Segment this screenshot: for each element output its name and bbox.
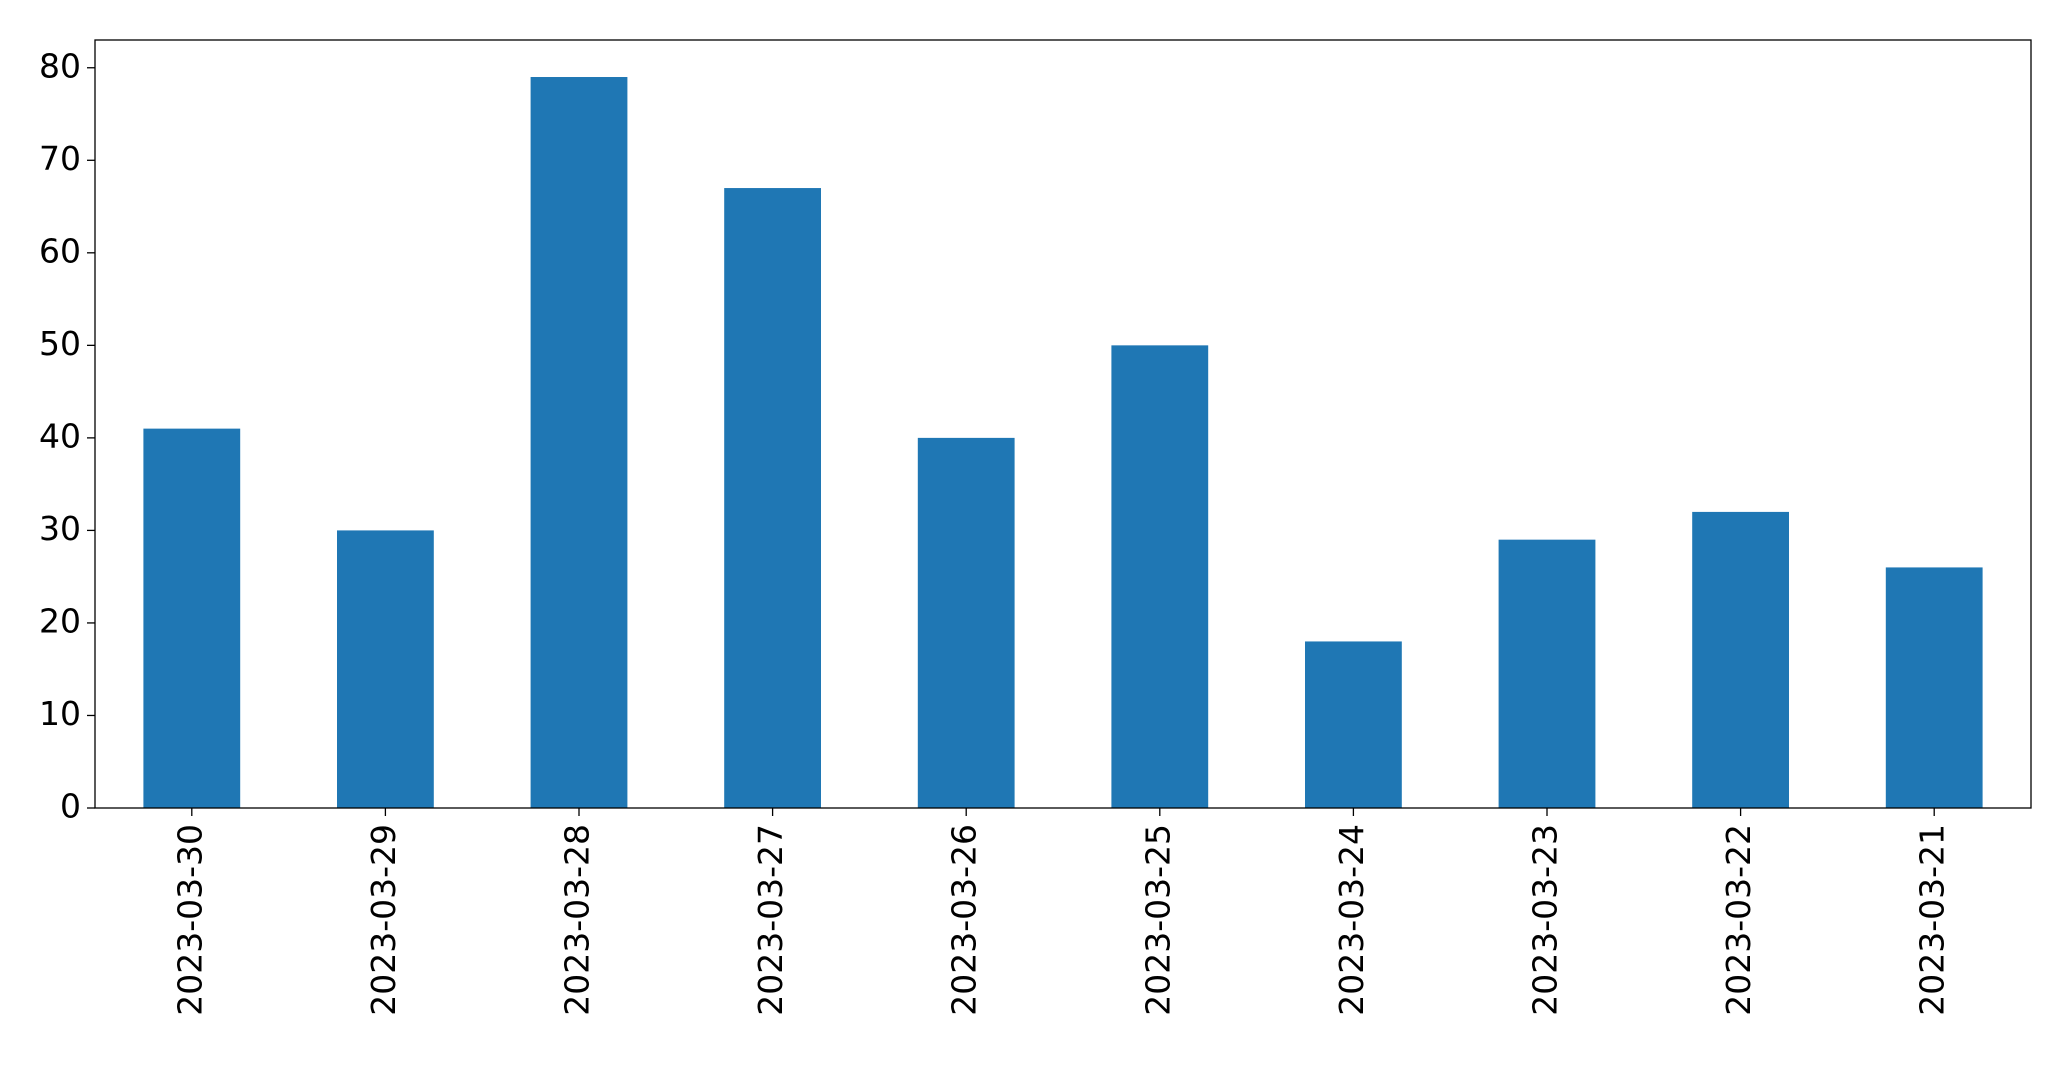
y-tick-label: 40 [39, 416, 81, 455]
x-tick-label: 2023-03-22 [1719, 824, 1758, 1016]
bar [724, 188, 821, 808]
bar [1498, 539, 1596, 808]
y-tick-label: 60 [39, 231, 81, 270]
y-tick-label: 70 [39, 139, 81, 178]
x-tick-label: 2023-03-25 [1138, 824, 1177, 1016]
bar [1692, 511, 1789, 808]
bar [1885, 567, 1983, 808]
y-tick-label: 80 [39, 46, 81, 85]
x-tick-label: 2023-03-24 [1332, 824, 1371, 1016]
x-tick-label: 2023-03-29 [364, 824, 403, 1016]
y-tick-label: 0 [60, 787, 81, 826]
y-tick-label: 30 [39, 509, 81, 548]
bar [530, 77, 628, 809]
bar [1305, 641, 1402, 808]
x-tick-label: 2023-03-21 [1913, 824, 1952, 1016]
y-tick-label: 50 [39, 324, 81, 363]
y-tick-label: 10 [39, 694, 81, 733]
x-tick-label: 2023-03-28 [558, 824, 597, 1016]
x-tick-label: 2023-03-27 [751, 824, 790, 1016]
x-tick-label: 2023-03-26 [945, 824, 984, 1016]
x-tick-label: 2023-03-23 [1526, 824, 1565, 1016]
bar [337, 530, 434, 808]
bar [143, 428, 241, 808]
bar [917, 437, 1015, 808]
bar [1111, 345, 1209, 808]
x-tick-label: 2023-03-30 [170, 824, 209, 1016]
y-tick-label: 20 [39, 601, 81, 640]
plot-frame [94, 39, 2032, 809]
